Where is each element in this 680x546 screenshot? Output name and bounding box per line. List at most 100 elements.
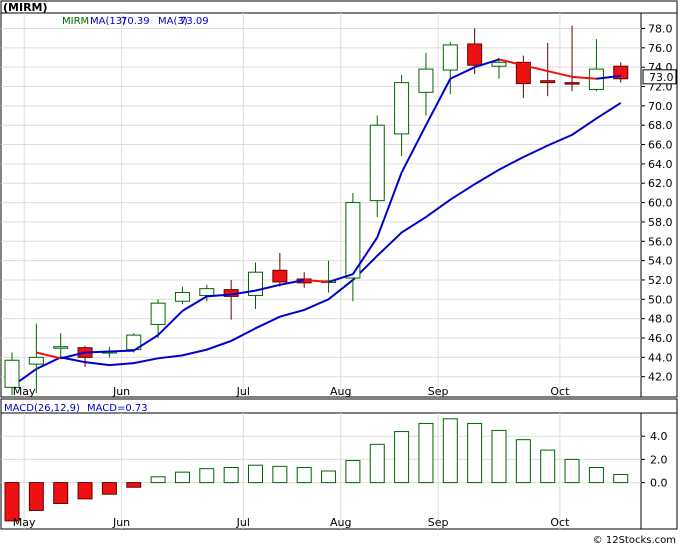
macd-bar [28, 482, 44, 511]
price-tick-label: 60.0 [648, 197, 673, 210]
price-tick-label: 66.0 [648, 139, 673, 152]
macd-bar [540, 449, 556, 484]
legend-ticker: MIRM [62, 16, 89, 27]
macd-month-label: Jul [236, 516, 250, 529]
ma3-segment [255, 283, 281, 292]
price-tick-label: 68.0 [648, 119, 673, 132]
price-tick-label: 76.0 [648, 42, 673, 55]
price-y-axis: 42.0 44.0 46.0 48.0 50.0 52.0 54.0 56.0 58.0 60.0… [641, 22, 673, 384]
macd-bar [248, 464, 263, 484]
price-month-label: Jun [112, 385, 130, 398]
macd-month-label: Oct [550, 516, 570, 529]
ma3-layer [36, 58, 621, 360]
ma3-segment [304, 278, 329, 283]
macd-bar [321, 470, 337, 484]
ma3-segment [85, 350, 110, 354]
macd-value: MACD=0.73 [87, 403, 148, 414]
macd-bar [4, 482, 20, 522]
macd-bar [199, 468, 215, 484]
macd-bar [150, 476, 166, 484]
ma3-segment [352, 236, 379, 275]
price-tick-label: 52.0 [648, 274, 673, 287]
last-price-label: 73.0 [649, 71, 674, 84]
macd-bar [53, 482, 69, 504]
macd-bar [223, 467, 239, 484]
macd-tick-label: 2.0 [650, 453, 668, 466]
candle-body [394, 82, 410, 135]
watermark: © 12Stocks.com [593, 535, 676, 546]
macd-bar [296, 467, 312, 484]
macd-x-axis: May Jun Jul Aug Sep Oct [13, 516, 570, 529]
candle-body [272, 269, 288, 283]
ma3-segment [547, 70, 573, 78]
legend-ma13-label: MA(13) [90, 16, 126, 27]
ma3-segment [109, 349, 134, 353]
candle-body [588, 68, 604, 90]
macd-bar [126, 482, 142, 488]
legend-ma13-value: 70.39 [121, 16, 150, 27]
candle-body [174, 292, 190, 302]
macd-panel-frame [0, 398, 678, 530]
price-tick-label: 48.0 [648, 313, 673, 326]
candle-body [442, 44, 458, 71]
ma3-segment [523, 64, 548, 73]
ma3-segment [328, 273, 354, 283]
candle-body [150, 302, 166, 325]
macd-bar [442, 418, 458, 484]
price-month-label: Aug [330, 385, 351, 398]
legend-ma3-value: 73.09 [180, 16, 209, 27]
macd-title: MACD(26,12,9) [4, 403, 80, 414]
ma3-segment [498, 58, 524, 67]
ma3-segment [181, 295, 208, 312]
macd-bar [613, 473, 629, 484]
macd-bar [345, 460, 361, 484]
macd-bar [515, 439, 531, 484]
macd-bar [418, 422, 434, 484]
candle-body [4, 359, 20, 388]
macd-y-axis: 0.0 2.0 4.0 [641, 430, 668, 490]
legend-ma3-label: MA(3) [158, 16, 188, 27]
candle-body [491, 61, 507, 67]
macd-bar [77, 482, 93, 500]
macd-bar [491, 429, 507, 484]
price-month-label: Oct [550, 385, 570, 398]
candle-body [515, 61, 531, 85]
ma3-segment [133, 334, 159, 352]
price-tick-label: 56.0 [648, 235, 673, 248]
candles [4, 25, 629, 396]
macd-month-label: Sep [428, 516, 449, 529]
candle-body [369, 124, 385, 202]
price-month-label: Sep [428, 385, 449, 398]
ma3-segment [571, 75, 597, 80]
macd-bar [394, 431, 410, 484]
price-tick-label: 64.0 [648, 158, 673, 171]
macd-month-label: Jun [112, 516, 130, 529]
price-grid [1, 13, 641, 397]
price-tick-label: 70.0 [648, 100, 673, 113]
ma13-layer [11, 102, 622, 388]
macd-tick-label: 0.0 [650, 477, 668, 490]
macd-tick-label: 4.0 [650, 430, 668, 443]
macd-bar [369, 443, 385, 484]
macd-bar [564, 458, 580, 484]
ma3-segment [206, 293, 232, 298]
price-tick-label: 78.0 [648, 22, 673, 35]
macd-bar [272, 465, 288, 484]
price-tick-label: 42.0 [648, 371, 673, 384]
price-tick-label: 44.0 [648, 351, 673, 364]
macd-bar [101, 482, 117, 495]
price-tick-label: 50.0 [648, 293, 673, 306]
ma3-segment [157, 310, 184, 336]
price-month-label: May [13, 385, 36, 398]
ma3-segment [36, 351, 61, 360]
ma3-segment [596, 74, 621, 80]
macd-bar [588, 467, 604, 484]
candle-body [418, 68, 434, 93]
candle-body [199, 288, 215, 296]
price-tick-label: 58.0 [648, 216, 673, 229]
ma3-segment [60, 351, 86, 360]
last-price-box [642, 69, 677, 85]
macd-bar [467, 422, 483, 484]
candle-body [467, 43, 483, 66]
